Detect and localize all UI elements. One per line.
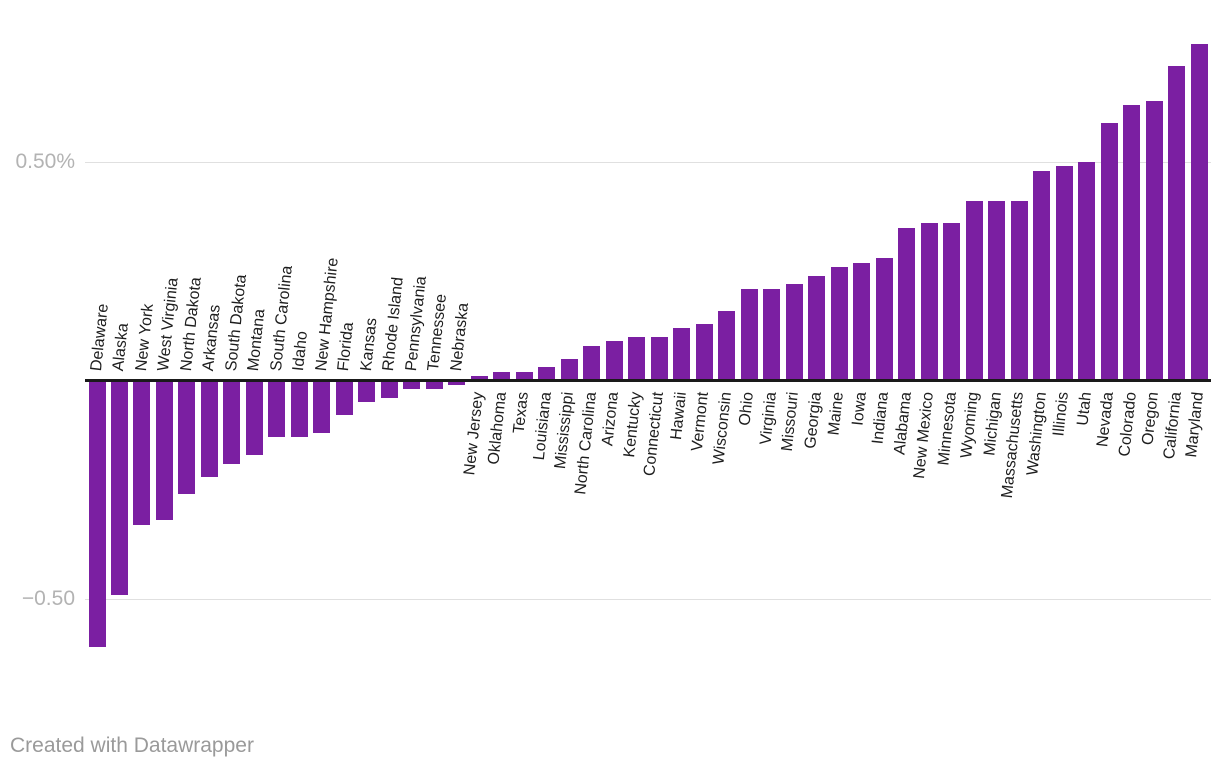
category-label-hawaii: Hawaii bbox=[667, 391, 690, 441]
bar-oklahoma[interactable] bbox=[493, 371, 511, 381]
category-label-ohio: Ohio bbox=[736, 391, 758, 427]
category-label-alaska: Alaska bbox=[110, 322, 133, 372]
bar-vermont[interactable] bbox=[695, 323, 713, 381]
bar-hawaii[interactable] bbox=[673, 328, 691, 381]
bar-washington[interactable] bbox=[1033, 170, 1051, 381]
bar-ohio[interactable] bbox=[740, 288, 758, 381]
category-label-texas: Texas bbox=[510, 391, 533, 435]
bar-texas[interactable] bbox=[515, 371, 533, 381]
bar-colorado[interactable] bbox=[1123, 105, 1141, 381]
datawrapper-credit: Created with Datawrapper bbox=[10, 734, 254, 757]
bar-mississippi[interactable] bbox=[560, 358, 578, 381]
bar-new-york[interactable] bbox=[133, 380, 151, 525]
gridline-negative-tick bbox=[85, 599, 1211, 600]
bar-west-virginia[interactable] bbox=[155, 380, 173, 521]
bar-new-jersey[interactable] bbox=[470, 376, 488, 381]
y-axis-tick-positive: 0.50% bbox=[15, 150, 75, 173]
category-label-maryland: Maryland bbox=[1183, 391, 1207, 459]
category-label-vermont: Vermont bbox=[688, 391, 713, 453]
bar-nebraska[interactable] bbox=[448, 380, 466, 385]
bar-delaware[interactable] bbox=[88, 380, 106, 648]
bar-tennessee[interactable] bbox=[425, 380, 443, 390]
category-label-colorado: Colorado bbox=[1115, 391, 1140, 458]
category-label-illinois: Illinois bbox=[1050, 391, 1072, 438]
category-label-oregon: Oregon bbox=[1139, 391, 1162, 446]
category-label-utah: Utah bbox=[1074, 391, 1095, 427]
bar-florida[interactable] bbox=[335, 380, 353, 416]
bar-montana[interactable] bbox=[245, 380, 263, 455]
category-label-maine: Maine bbox=[825, 391, 848, 437]
bar-north-dakota[interactable] bbox=[178, 380, 196, 495]
category-label-missouri: Missouri bbox=[778, 391, 803, 453]
bar-virginia[interactable] bbox=[763, 288, 781, 381]
bar-iowa[interactable] bbox=[853, 262, 871, 381]
bar-kentucky[interactable] bbox=[628, 336, 646, 381]
bar-michigan[interactable] bbox=[988, 201, 1006, 381]
bar-wyoming[interactable] bbox=[965, 201, 983, 381]
bar-massachusetts[interactable] bbox=[1010, 201, 1028, 381]
bar-louisiana[interactable] bbox=[538, 367, 556, 381]
bar-georgia[interactable] bbox=[808, 275, 826, 381]
bar-maine[interactable] bbox=[830, 266, 848, 381]
bar-north-carolina[interactable] bbox=[583, 345, 601, 381]
bar-utah[interactable] bbox=[1078, 162, 1096, 381]
category-label-kansas: Kansas bbox=[357, 317, 381, 372]
category-label-iowa: Iowa bbox=[849, 391, 870, 427]
bar-arkansas[interactable] bbox=[200, 380, 218, 477]
y-axis-tick-negative: −0.50 bbox=[21, 587, 75, 610]
bar-wisconsin[interactable] bbox=[718, 310, 736, 381]
category-label-nebraska: Nebraska bbox=[447, 301, 472, 372]
category-label-nevada: Nevada bbox=[1094, 391, 1117, 448]
category-label-virginia: Virginia bbox=[757, 391, 780, 446]
bar-idaho[interactable] bbox=[290, 380, 308, 438]
bar-nevada[interactable] bbox=[1100, 122, 1118, 381]
category-label-oklahoma: Oklahoma bbox=[485, 391, 510, 466]
bar-south-carolina[interactable] bbox=[268, 380, 286, 438]
category-label-arizona: Arizona bbox=[599, 391, 623, 447]
zero-baseline bbox=[85, 379, 1211, 382]
bar-new-mexico[interactable] bbox=[920, 223, 938, 381]
bar-pennsylvania[interactable] bbox=[403, 380, 421, 390]
bar-kansas[interactable] bbox=[358, 380, 376, 403]
bar-alaska[interactable] bbox=[110, 380, 128, 595]
category-label-indiana: Indiana bbox=[869, 391, 893, 446]
bar-indiana[interactable] bbox=[875, 258, 893, 381]
bar-illinois[interactable] bbox=[1055, 166, 1073, 381]
category-label-georgia: Georgia bbox=[801, 391, 825, 450]
bar-minnesota[interactable] bbox=[943, 223, 961, 381]
bar-california[interactable] bbox=[1168, 65, 1186, 381]
category-label-florida: Florida bbox=[335, 321, 358, 372]
bar-oregon[interactable] bbox=[1145, 100, 1163, 381]
bar-south-dakota[interactable] bbox=[223, 380, 241, 464]
gridline-positive-tick bbox=[85, 162, 1211, 163]
bar-connecticut[interactable] bbox=[650, 336, 668, 381]
bar-maryland[interactable] bbox=[1190, 44, 1208, 381]
bar-arizona[interactable] bbox=[605, 341, 623, 381]
bar-missouri[interactable] bbox=[785, 284, 803, 381]
bar-alabama[interactable] bbox=[898, 227, 916, 381]
bar-rhode-island[interactable] bbox=[380, 380, 398, 398]
category-label-idaho: Idaho bbox=[290, 330, 312, 372]
bar-new-hampshire[interactable] bbox=[313, 380, 331, 433]
category-label-wisconsin: Wisconsin bbox=[710, 391, 735, 466]
